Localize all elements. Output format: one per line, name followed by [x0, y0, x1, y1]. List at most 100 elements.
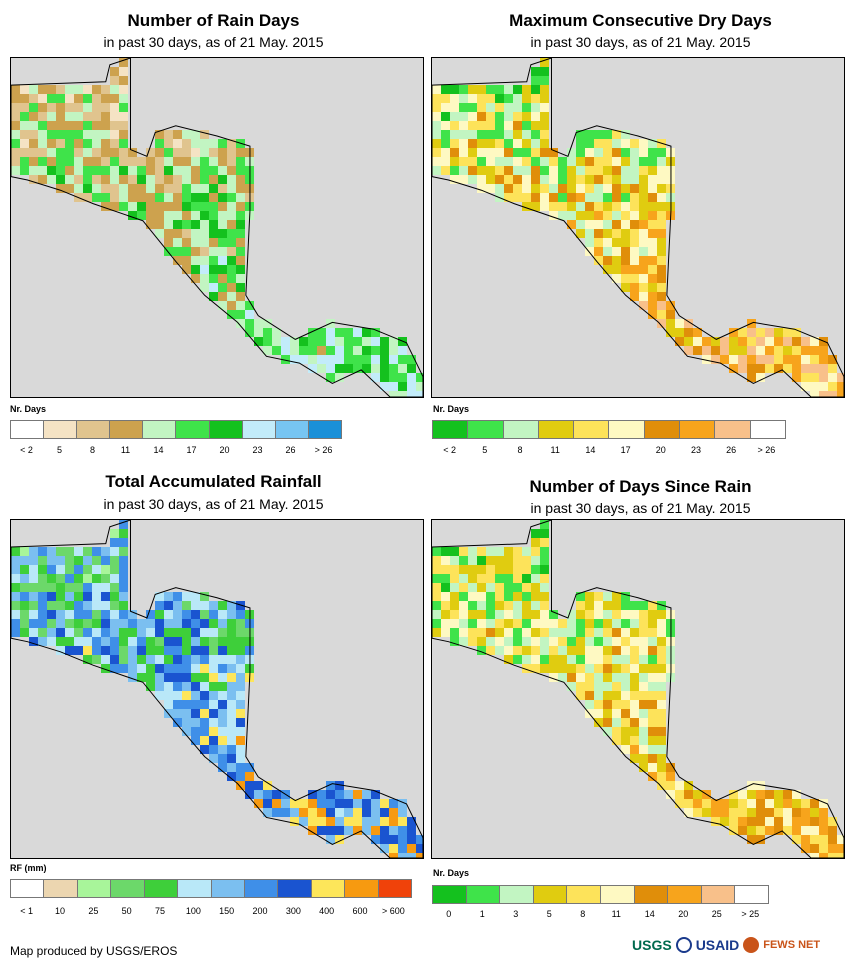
- legend-title: Nr. Days: [10, 404, 47, 414]
- legend-tick-label: 23: [690, 445, 702, 455]
- legend-tick-label: 17: [186, 445, 197, 455]
- legend-swatch: [44, 880, 78, 897]
- fewsnet-globe-icon: [743, 937, 760, 953]
- usaid-seal-icon: [675, 937, 692, 953]
- legend-swatch: [144, 880, 179, 897]
- panel-rain-days: Number of Rain Days in past 30 days, as …: [0, 0, 427, 465]
- panel-title: Maximum Consecutive Dry Days: [509, 11, 772, 30]
- legend-tick-label: 11: [611, 909, 621, 919]
- panel-total-rainfall: Total Accumulated Rainfall in past 30 da…: [0, 465, 427, 930]
- legend-swatch: [275, 421, 309, 438]
- legend-tick-label: 1: [479, 909, 485, 919]
- legend-tick-label: 150: [219, 906, 235, 916]
- legend-swatch: [178, 880, 212, 897]
- legend-tick-label: < 1: [20, 906, 34, 916]
- panel-title: Number of Days Since Rain: [529, 477, 752, 496]
- legend-tick-label: 20: [655, 445, 666, 455]
- map-total-rainfall: [10, 519, 424, 859]
- panel-subtitle: in past 30 days, as of 21 May. 2015: [530, 34, 751, 50]
- legend-swatch: [378, 880, 412, 897]
- panel-title: Number of Rain Days: [127, 11, 300, 30]
- legend-tick-label: > 600: [381, 906, 405, 916]
- panel-max-dry-days: Maximum Consecutive Dry Days in past 30 …: [427, 0, 854, 465]
- legend-swatch: [77, 880, 112, 897]
- legend-title: Nr. Days: [433, 404, 470, 414]
- coastline: [432, 520, 844, 858]
- legend-swatch: [701, 886, 736, 903]
- legend-tick-label: 3: [513, 909, 519, 919]
- legend-swatch: [44, 421, 78, 438]
- legend-tick-label: 75: [154, 906, 166, 916]
- legend-swatch: [77, 421, 111, 438]
- legend-swatch: [500, 886, 534, 903]
- legend-tick-label: 14: [585, 445, 596, 455]
- legend-swatch: [211, 880, 245, 897]
- legend-tick-label: 400: [319, 906, 335, 916]
- legend-tick-label: 0: [446, 909, 452, 919]
- legend-tick-label: < 2: [443, 445, 456, 455]
- legend-tick-label: 17: [620, 445, 631, 455]
- coastline: [432, 58, 844, 397]
- panel-subtitle: in past 30 days, as of 21 May. 2015: [103, 496, 324, 512]
- legend-color-bar: [432, 885, 769, 904]
- legend-swatch: [11, 421, 45, 438]
- legend-tick-label: 8: [517, 445, 523, 455]
- panel-subtitle: in past 30 days, as of 21 May. 2015: [530, 500, 751, 516]
- legend-tick-label: 20: [678, 909, 689, 919]
- legend-tick-label: 11: [120, 445, 131, 455]
- legend-swatch: [11, 880, 45, 897]
- legend-swatch: [503, 421, 539, 438]
- legend-tick-label: 5: [56, 445, 63, 455]
- legend-swatch: [308, 421, 341, 438]
- legend-tick-label: 100: [185, 906, 201, 916]
- legend-swatch: [750, 421, 785, 438]
- legend-tick-label: 25: [88, 906, 99, 916]
- legend-swatch: [609, 421, 645, 438]
- legend-swatch: [433, 886, 467, 903]
- legend-tick-label: < 2: [20, 445, 33, 455]
- panel-subtitle: in past 30 days, as of 21 May. 2015: [103, 34, 324, 50]
- legend-tick-label: 26: [726, 445, 737, 455]
- legend-swatch: [176, 421, 210, 438]
- map-max-dry-days: [431, 57, 845, 398]
- legend-swatch: [574, 421, 610, 438]
- map-raster: [11, 58, 423, 397]
- legend-swatch: [533, 886, 568, 903]
- map-credit: Map produced by USGS/EROS: [10, 944, 178, 958]
- legend-title: Nr. Days: [433, 868, 470, 878]
- legend-swatch: [644, 421, 681, 438]
- legend-tick-label: 10: [54, 906, 66, 916]
- legend-tick-label: 50: [121, 906, 132, 916]
- legend-tick-label: 5: [482, 445, 488, 455]
- legend-tick-label: 14: [644, 909, 655, 919]
- legend-tick-labels: < 2 5 8 11 14 17 20 23 26 > 26: [10, 445, 340, 457]
- legend-tick-label: 600: [352, 906, 368, 916]
- legend-swatch: [680, 421, 716, 438]
- legend-tick-label: 20: [219, 445, 230, 455]
- legend-swatch: [715, 421, 751, 438]
- legend-swatch: [433, 421, 469, 438]
- legend-swatch: [110, 421, 144, 438]
- legend-tick-labels: 0 1 3 5 8 11 14 20 25 > 25: [432, 909, 767, 921]
- legend-color-bar: [432, 420, 786, 439]
- map-raster: [432, 520, 844, 858]
- legend-tick-label: 300: [285, 906, 301, 916]
- legend-swatch: [242, 421, 276, 438]
- legend-swatch: [244, 880, 279, 897]
- usaid-logo: USAID: [695, 937, 740, 953]
- legend-color-bar: [10, 879, 412, 898]
- legend-swatch: [311, 880, 346, 897]
- coastline: [11, 520, 423, 858]
- legend-swatch: [634, 886, 669, 903]
- legend-swatch: [111, 880, 145, 897]
- legend-tick-label: 26: [285, 445, 296, 455]
- legend-swatch: [466, 886, 501, 903]
- legend-tick-label: 200: [252, 906, 268, 916]
- map-days-since-rain: [431, 519, 845, 859]
- map-rain-days: [10, 57, 424, 398]
- legend-tick-label: > 26: [314, 445, 333, 455]
- legend-swatch: [600, 886, 635, 903]
- map-raster: [432, 58, 844, 397]
- legend-swatch: [345, 880, 379, 897]
- map-raster: [11, 520, 423, 858]
